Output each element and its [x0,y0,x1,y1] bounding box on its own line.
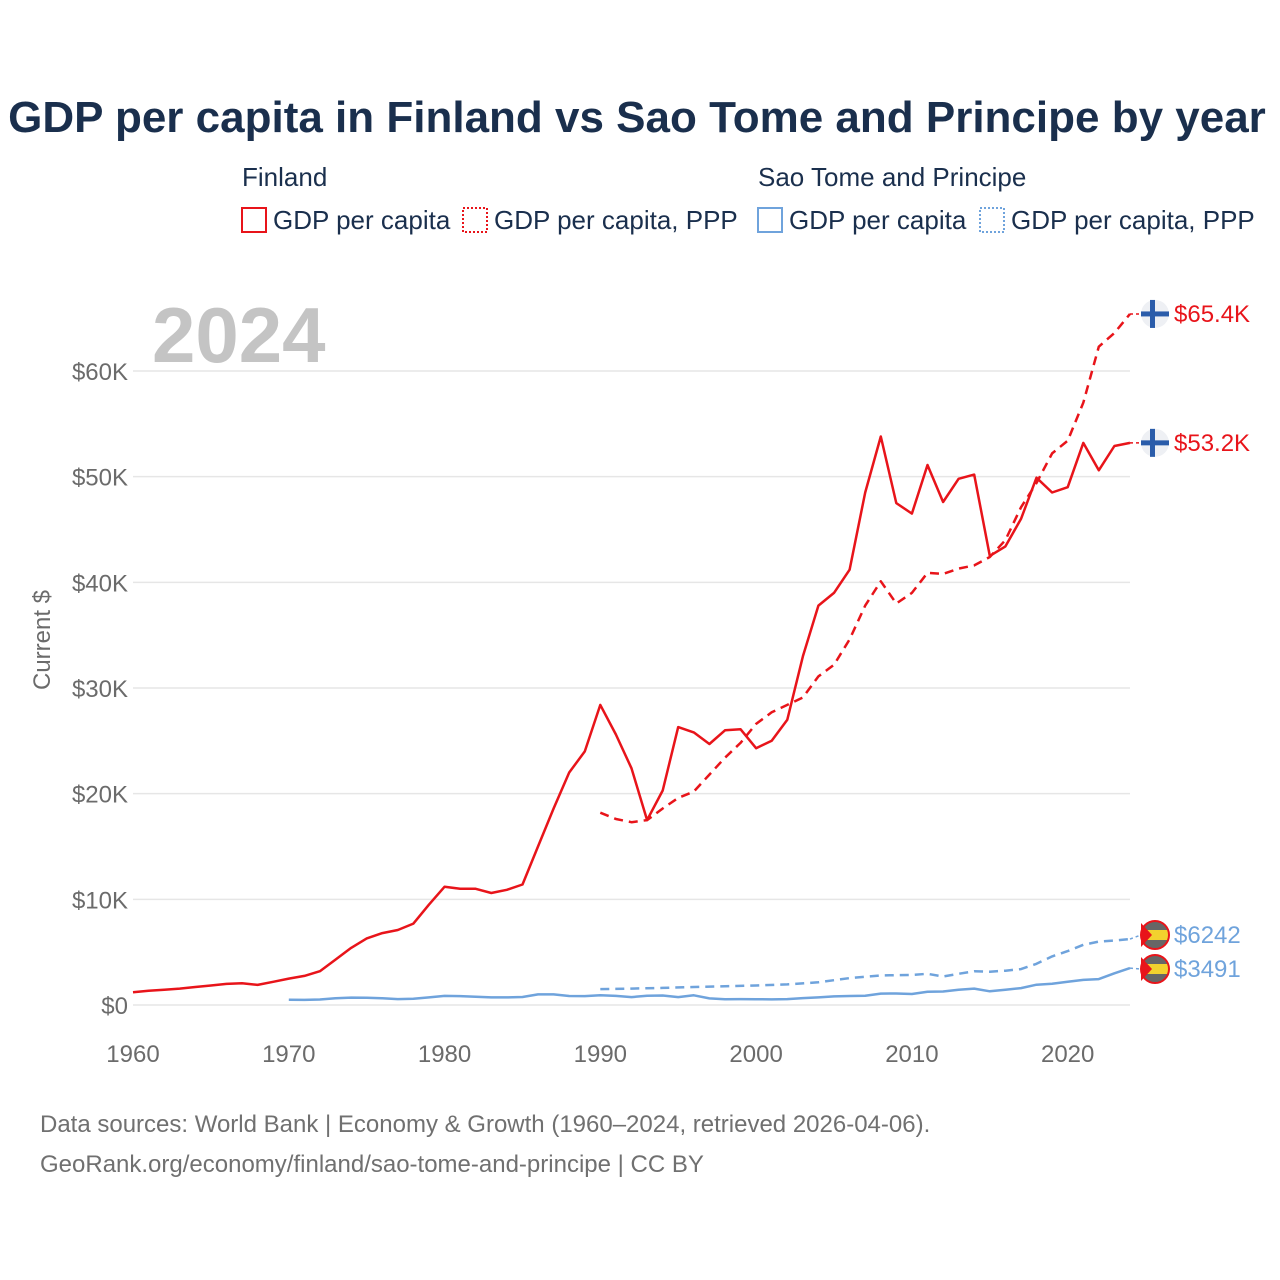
series-lines [132,313,1131,1002]
end-value-label: $3491 [1174,956,1241,983]
flag-cross-vertical [1150,428,1155,457]
flag-stripe [1141,964,1169,974]
series-line-finland-gdp[interactable] [132,435,1131,994]
finland-flag-icon [1141,428,1169,457]
flag-cross-vertical [1150,299,1155,328]
series-line-sao_tome-ppp[interactable] [600,937,1131,991]
x-tick-label: 2010 [885,1041,938,1068]
series-line-finland-ppp[interactable] [599,313,1131,824]
end-connector [1129,934,1142,940]
end-value-label: $65.4K [1174,301,1250,328]
sao-tome-flag-icon [1140,920,1170,950]
legend-group-sao-tome: Sao Tome and Principe [758,162,1026,192]
x-tick-label: 1960 [106,1041,159,1068]
y-tick-label: $0 [101,993,128,1020]
end-connector [1129,967,1142,970]
source-link[interactable]: GeoRank.org/economy/finland/sao-tome-and… [40,1151,704,1178]
year-indicator: 2024 [152,291,326,379]
legend-swatch-finland-gdp [241,207,267,233]
x-axis: 1960 1970 1980 1990 2000 2010 2020 [106,1041,1094,1068]
flag-triangle [1141,957,1152,981]
legend-swatch-finland-ppp [462,207,488,233]
source-line-1: Data sources: World Bank | Economy & Gro… [40,1111,930,1138]
y-tick-label: $60K [72,359,128,386]
y-axis-label: Current $ [29,590,56,690]
series-line-sao_tome-gdp[interactable] [288,966,1131,1002]
x-tick-label: 1980 [418,1041,471,1068]
end-markers: $53.2K $65.4K $3491 $6242 [1129,299,1250,984]
x-tick-label: 2000 [729,1041,782,1068]
legend-swatch-sao-tome-ppp [979,207,1005,233]
legend: Finland GDP per capita GDP per capita, P… [241,162,1255,235]
finland-flag-icon [1141,299,1169,328]
legend-label-finland-ppp[interactable]: GDP per capita, PPP [494,205,738,235]
gridlines [133,370,1130,1006]
legend-label-sao-tome-gdp[interactable]: GDP per capita [789,205,967,235]
flag-stripe [1141,930,1169,940]
y-axis: $0 $10K $20K $30K $40K $50K $60K [72,359,128,1020]
chart-title: GDP per capita in Finland vs Sao Tome an… [8,93,1266,142]
legend-label-sao-tome-ppp[interactable]: GDP per capita, PPP [1011,205,1255,235]
flag-ring [1140,954,1170,984]
y-tick-label: $10K [72,887,128,914]
x-tick-label: 1990 [574,1041,627,1068]
y-tick-label: $50K [72,465,128,492]
y-tick-label: $30K [72,676,128,703]
end-value-label: $6242 [1174,922,1241,949]
x-tick-label: 2020 [1041,1041,1094,1068]
legend-group-finland: Finland [242,162,327,192]
flag-triangle [1141,923,1152,947]
flag-ring [1140,920,1170,950]
x-tick-label: 1970 [262,1041,315,1068]
sao-tome-flag-icon [1140,954,1170,984]
y-tick-label: $40K [72,570,128,597]
legend-swatch-sao-tome-gdp [757,207,783,233]
end-value-label: $53.2K [1174,430,1250,457]
legend-label-finland-gdp[interactable]: GDP per capita [273,205,451,235]
y-tick-label: $20K [72,782,128,809]
